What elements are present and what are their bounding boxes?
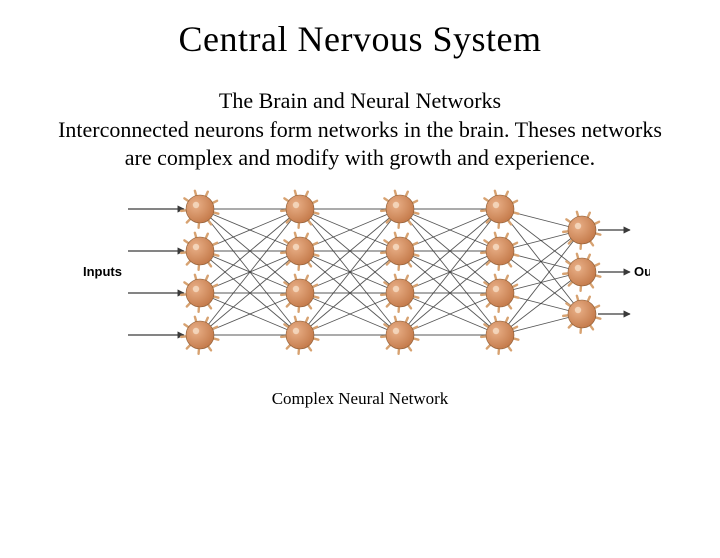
neuron-node bbox=[481, 191, 518, 228]
caption: Complex Neural Network bbox=[0, 389, 720, 409]
nodes bbox=[181, 191, 600, 354]
neuron-node bbox=[281, 317, 318, 354]
neuron-node bbox=[181, 233, 218, 270]
neuron-node bbox=[563, 296, 600, 333]
neuron-node bbox=[181, 317, 218, 354]
neuron-node bbox=[563, 212, 600, 249]
neuron-node bbox=[481, 317, 518, 354]
edges bbox=[200, 209, 582, 335]
body-text: Interconnected neurons form networks in … bbox=[54, 116, 666, 171]
neuron-node bbox=[481, 275, 518, 312]
page-title: Central Nervous System bbox=[0, 18, 720, 60]
neuron-node bbox=[281, 191, 318, 228]
network-svg: Inputs Outputs bbox=[70, 181, 650, 371]
neuron-node bbox=[181, 275, 218, 312]
neuron-node bbox=[563, 254, 600, 291]
neuron-node bbox=[381, 317, 418, 354]
inputs-label: Inputs bbox=[83, 264, 122, 279]
outputs-label: Outputs bbox=[634, 264, 650, 279]
neuron-node bbox=[281, 233, 318, 270]
io-arrows bbox=[128, 209, 630, 335]
neuron-node bbox=[281, 275, 318, 312]
neuron-node bbox=[381, 275, 418, 312]
neuron-node bbox=[481, 233, 518, 270]
neuron-node bbox=[381, 233, 418, 270]
neuron-node bbox=[181, 191, 218, 228]
neural-network-diagram: Inputs Outputs bbox=[70, 181, 650, 371]
neuron-node bbox=[381, 191, 418, 228]
subtitle: The Brain and Neural Networks bbox=[0, 88, 720, 114]
